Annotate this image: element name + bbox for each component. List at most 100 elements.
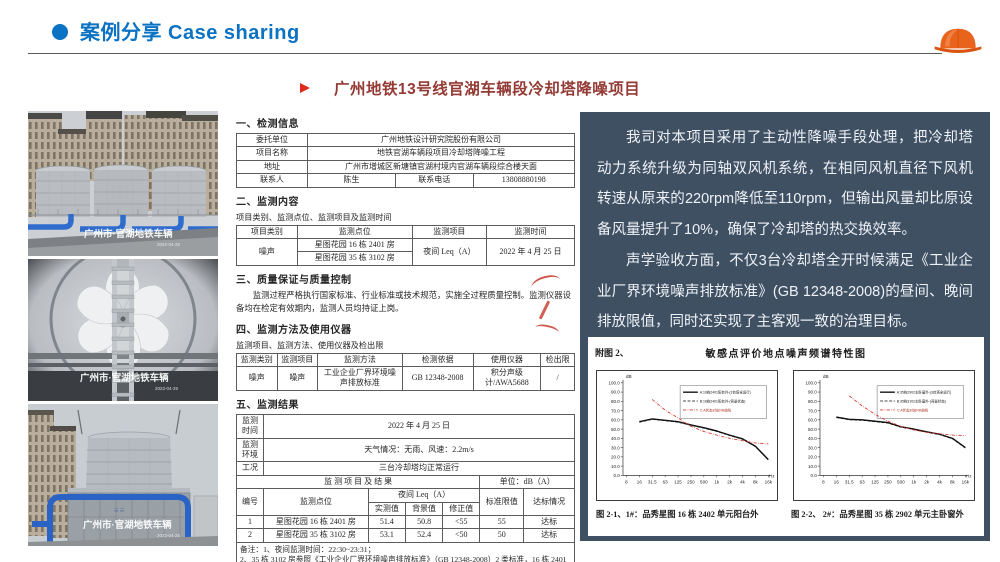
svg-text:8k: 8k xyxy=(753,479,759,484)
section-2-note: 项目类别、监测点位、监测项目及监测时间 xyxy=(236,212,392,222)
svg-text:90.0: 90.0 xyxy=(808,390,817,395)
section-4-heading: 四、监测方法及使用仪器 xyxy=(236,324,352,336)
spectrum-figure: 附图 2、 敏感点评价地点噪声频谱特性图 0.0 10.0 20.0 30.0 40.0… xyxy=(588,337,984,536)
svg-text:63: 63 xyxy=(860,479,866,484)
svg-text:31.5: 31.5 xyxy=(845,479,854,484)
section-3-heading: 三、质量保证与质量控制 xyxy=(236,274,352,286)
table-remark-row: 备注：1、夜间监测时间：22:30~23:31； 2、35 栋 3102 房参照… xyxy=(236,541,575,562)
section-5-heading: 五、监测结果 xyxy=(236,399,299,411)
svg-text:40.0: 40.0 xyxy=(808,436,817,441)
svg-text:10.0: 10.0 xyxy=(611,464,620,469)
svg-text:90.0: 90.0 xyxy=(611,390,620,395)
svg-text:B:16栋2401阳台外-(背景状态): B:16栋2401阳台外-(背景状态) xyxy=(700,399,746,404)
photo-watermark-date: 2022-04-25 xyxy=(157,533,181,538)
red-arrow-icon xyxy=(300,83,310,93)
svg-text:100.0: 100.0 xyxy=(806,380,818,385)
svg-text:250: 250 xyxy=(687,479,695,484)
svg-text:16k: 16k xyxy=(765,479,773,484)
svg-text:16: 16 xyxy=(637,479,643,484)
svg-text:60.0: 60.0 xyxy=(611,418,620,423)
svg-text:40.0: 40.0 xyxy=(611,436,620,441)
svg-text:8: 8 xyxy=(625,479,628,484)
svg-text:60.0: 60.0 xyxy=(808,418,817,423)
slide-title-row: 广州地铁13号线官湖车辆段冷却塔降噪项目 xyxy=(300,77,640,99)
header-title: 案例分享 Case sharing xyxy=(80,22,300,44)
photo-watermark-date: 2022-04-25 xyxy=(155,386,179,391)
table-header-row: 实测值 背景值 修正值 xyxy=(237,501,575,516)
photo-watermark-date: 2022-04-25 xyxy=(157,242,181,247)
ladder xyxy=(111,259,135,401)
svg-text:70.0: 70.0 xyxy=(808,408,817,413)
summary-paragraph-1: 我司对本项目采用了主动性降噪手段处理，把冷却塔动力系统升级为同轴双风机系统，在相… xyxy=(597,130,973,239)
photo-cooling-towers-overview: 广州市·官湖地铁车辆 2022-04-25 xyxy=(28,111,218,256)
svg-text:80.0: 80.0 xyxy=(611,399,620,404)
table-header-row: 监测类别 监测项目 监测方法 检测依据 使用仪器 检出限 xyxy=(236,352,575,368)
table-row: 监测环境 天气情况：无雨、风速：2.2m/s xyxy=(235,437,575,463)
svg-text:50.0: 50.0 xyxy=(808,427,817,432)
svg-text:16k: 16k xyxy=(962,479,970,484)
summary-text: 我司对本项目采用了主动性降噪手段处理，把冷却塔动力系统升级为同轴双风机系统，在相… xyxy=(580,112,990,338)
method-table: 监测类别 监测项目 监测方法 检测依据 使用仪器 检出限 噪声 噪声 工业企业厂… xyxy=(236,352,575,391)
table-header-row: 编号 监测点位 夜间 Leq（A） 标准限值 达标情况 xyxy=(235,488,575,516)
section-4-note: 监测项目、监测方法、使用仪器及检出限 xyxy=(236,340,384,350)
svg-text:50.0: 50.0 xyxy=(611,427,620,432)
photo-fan-inside-tower: 广州市·官湖地铁车辆 2022-04-25 xyxy=(28,259,218,401)
table-row: 项目名称 地铁官湖车辆段项目冷却塔降噪工程 xyxy=(236,146,576,161)
svg-text:100.0: 100.0 xyxy=(609,380,621,385)
fan-illustration: 广州市·官湖地铁车辆 2022-04-25 xyxy=(28,259,218,401)
svg-text:70.0: 70.0 xyxy=(611,408,620,413)
svg-text:250: 250 xyxy=(884,479,892,484)
single-tower-illustration: ☵ ☵ 广州市·官湖地铁车辆 2022-04-25 xyxy=(28,404,218,546)
svg-text:125: 125 xyxy=(674,479,682,484)
table-row: 委托单位 广州地铁设计研究院股份有限公司 xyxy=(236,132,576,148)
table-row: 星图花园 35 栋 3102 房 xyxy=(237,251,575,266)
chart-caption-right: 图 2-2、 2#：品秀星图 35 栋 2902 单元主卧窗外 xyxy=(791,510,964,519)
figure-title: 敏感点评价地点噪声频谱特性图 xyxy=(705,349,867,360)
svg-text:80.0: 80.0 xyxy=(808,399,817,404)
svg-text:dB: dB xyxy=(626,374,632,380)
result-table: 监测时间 2022 年 4 月 25 日 监测环境 天气情况：无雨、风速：2.2m/… xyxy=(235,413,575,562)
table-row: 噪声 星图花园 16 栋 2401 房 夜间 Leq（A） 2022 年 4 月… xyxy=(236,237,575,266)
table-banner-row: 监 测 项 目 及 结 果 单位：dB（A） xyxy=(235,474,575,490)
svg-text:dB: dB xyxy=(823,374,829,380)
svg-text:1k: 1k xyxy=(714,479,720,484)
info-table: 委托单位 广州地铁设计研究院股份有限公司 项目名称 地铁官湖车辆段项目冷却塔降噪工程… xyxy=(236,132,576,188)
photo-watermark: 广州市·官湖地铁车辆 xyxy=(80,372,169,384)
photo-watermark: 广州市·官湖地铁车辆 xyxy=(84,228,173,240)
photo-single-tower: ☵ ☵ 广州市·官湖地铁车辆 2022-04-25 xyxy=(28,404,218,546)
figure-label: 附图 2、 xyxy=(595,348,629,358)
table-row: 监测时间 2022 年 4 月 25 日 xyxy=(235,413,575,439)
svg-text:16: 16 xyxy=(834,479,840,484)
svg-text:Hz: Hz xyxy=(769,473,775,478)
svg-text:63: 63 xyxy=(663,479,669,484)
svg-text:20.0: 20.0 xyxy=(611,455,620,460)
section-3-text: 监测过程严格执行国家标准、行业标准或技术规范，实施全过程质量控制。监测仪器设备均… xyxy=(236,290,572,314)
svg-text:30.0: 30.0 xyxy=(611,445,620,450)
svg-text:A:16栋2401阳台外-(3台塔全运行): A:16栋2401阳台外-(3台塔全运行) xyxy=(700,390,751,395)
svg-text:☵ ☵: ☵ ☵ xyxy=(114,508,125,514)
table-row: 1 星图花园 16 栋 2401 房 51.4 50.8 <55 55 达标 xyxy=(235,514,575,530)
table-row: 联系人 陈生 联系电话 13808880198 xyxy=(236,173,576,188)
table-row: 噪声 噪声 工业企业厂界环境噪声排放标准 GB 12348-2008 积分声级计… xyxy=(236,366,575,391)
slide-title: 广州地铁13号线官湖车辆段冷却塔降噪项目 xyxy=(334,81,641,98)
svg-text:Hz: Hz xyxy=(966,473,972,478)
svg-text:8k: 8k xyxy=(950,479,956,484)
chart-box-right: 0.0 10.0 20.0 30.0 40.0 50.0 60.0 70.0 80.0 90.0 1… xyxy=(793,370,975,501)
svg-text:4k: 4k xyxy=(740,479,746,484)
svg-text:31.5: 31.5 xyxy=(648,479,657,484)
safety-helmet-icon xyxy=(934,28,982,53)
cooling-towers-illustration: 广州市·官湖地铁车辆 2022-04-25 xyxy=(28,111,218,256)
svg-text:10.0: 10.0 xyxy=(808,464,817,469)
summary-paragraph-2: 声学验收方面，不仅3台冷却塔全开时候满足《工业企业厂界环境噪声排放标准》(GB … xyxy=(597,252,973,331)
chart-caption-left: 图 2-1、1#：品秀星图 16 栋 2402 单元阳台外 xyxy=(596,510,759,519)
table-header-row: 项目类别 监测点位 监测项目 监测时间 xyxy=(236,224,575,239)
svg-text:20.0: 20.0 xyxy=(808,455,817,460)
svg-text:A:35栋2902主卧窗外-(3台塔全运行): A:35栋2902主卧窗外-(3台塔全运行) xyxy=(897,390,951,395)
chart-box-left: 0.0 10.0 20.0 30.0 40.0 50.0 60.0 70.0 80.0 90.0 1… xyxy=(596,370,778,501)
svg-text:C:A状态对应NR曲线: C:A状态对应NR曲线 xyxy=(897,407,929,412)
section-2-heading: 二、监测内容 xyxy=(236,196,299,208)
svg-text:125: 125 xyxy=(871,479,879,484)
photo-watermark: 广州市·官湖地铁车辆 xyxy=(83,519,172,531)
section-1-heading: 一、检测信息 xyxy=(236,119,299,130)
